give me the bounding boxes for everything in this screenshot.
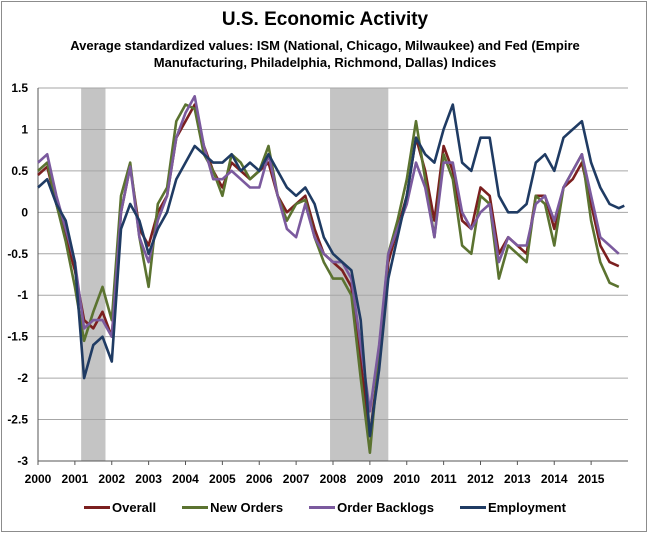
series-line-employment [37,103,625,438]
x-tick-label: 2006 [246,472,273,486]
legend-swatch [459,506,486,509]
legend-item-overall: Overall [84,500,156,515]
y-tick-label: -3 [17,454,28,468]
legend-swatch [309,506,336,509]
legend-label: New Orders [210,500,284,515]
legend-item-employment: Employment [459,500,566,515]
y-tick-label: -1.5 [7,330,28,344]
y-tick-label: 1.5 [11,81,28,95]
recession-band-1 [330,88,389,461]
legend-label: Employment [487,500,566,515]
x-tick-label: 2009 [357,472,384,486]
legend-label: Overall [112,500,157,515]
y-tick-label: 0.5 [11,164,28,178]
x-tick-label: 2013 [504,472,531,486]
y-tick-label: 0 [21,205,28,219]
legend-item-order-backlogs: Order Backlogs [309,500,434,515]
y-tick-label: -2.5 [7,413,28,427]
x-tick-label: 2000 [25,472,52,486]
x-tick-label: 2001 [62,472,89,486]
chart-legend: Overall New Orders Order Backlogs Employmen… [0,500,650,515]
series-line-order-backlogs [37,95,620,413]
x-tick-label: 2008 [320,472,347,486]
legend-swatch [182,506,209,509]
x-tick-label: 2002 [98,472,125,486]
x-tick-label: 2004 [172,472,199,486]
series-line-new-orders [37,103,620,455]
chart-title: U.S. Economic Activity [221,9,429,30]
x-tick-label: 2011 [431,472,457,486]
legend-swatch [84,506,111,509]
y-tick-label: -2 [17,371,28,385]
x-tick-label: 2010 [393,472,420,486]
legend-label: Order Backlogs [337,500,434,515]
x-tick-label: 2012 [467,472,494,486]
x-tick-label: 2005 [209,472,236,486]
x-tick-label: 2014 [541,472,568,486]
y-tick-label: -1 [17,288,28,302]
recession-band-0 [81,88,106,461]
chart-subtitle: Average standardized values: ISM (Nation… [70,38,580,70]
x-tick-label: 2003 [135,472,162,486]
x-tick-label: 2015 [578,472,605,486]
legend-item-new-orders: New Orders [182,500,283,515]
x-tick-label: 2007 [283,472,310,486]
y-tick-label: -0.5 [7,247,28,261]
y-tick-label: 1 [21,122,28,136]
